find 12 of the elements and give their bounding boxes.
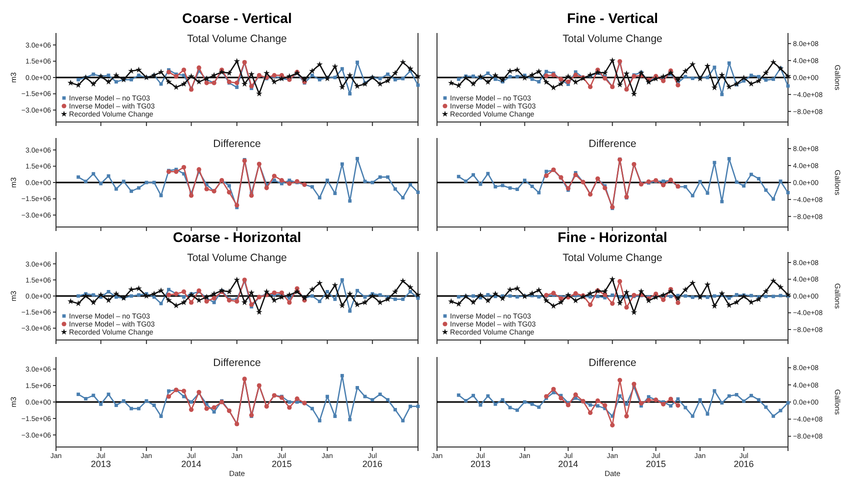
chart-title: Difference bbox=[213, 357, 261, 369]
chart-title: Fine - Vertical bbox=[566, 10, 658, 26]
chart-subtitle: Total Volume Change bbox=[562, 252, 663, 264]
chart-title: Difference bbox=[588, 357, 636, 369]
chart-title: Fine - Horizontal bbox=[558, 229, 668, 245]
chart-title: Coarse - Horizontal bbox=[172, 229, 302, 245]
chart-title: Coarse - Vertical bbox=[182, 10, 292, 26]
chart-subtitle: Total Volume Change bbox=[187, 33, 288, 45]
chart-subtitle: Total Volume Change bbox=[187, 252, 288, 264]
chart-subtitle: Total Volume Change bbox=[562, 33, 663, 45]
chart-title: Difference bbox=[588, 138, 636, 150]
chart-title: Difference bbox=[213, 138, 261, 150]
